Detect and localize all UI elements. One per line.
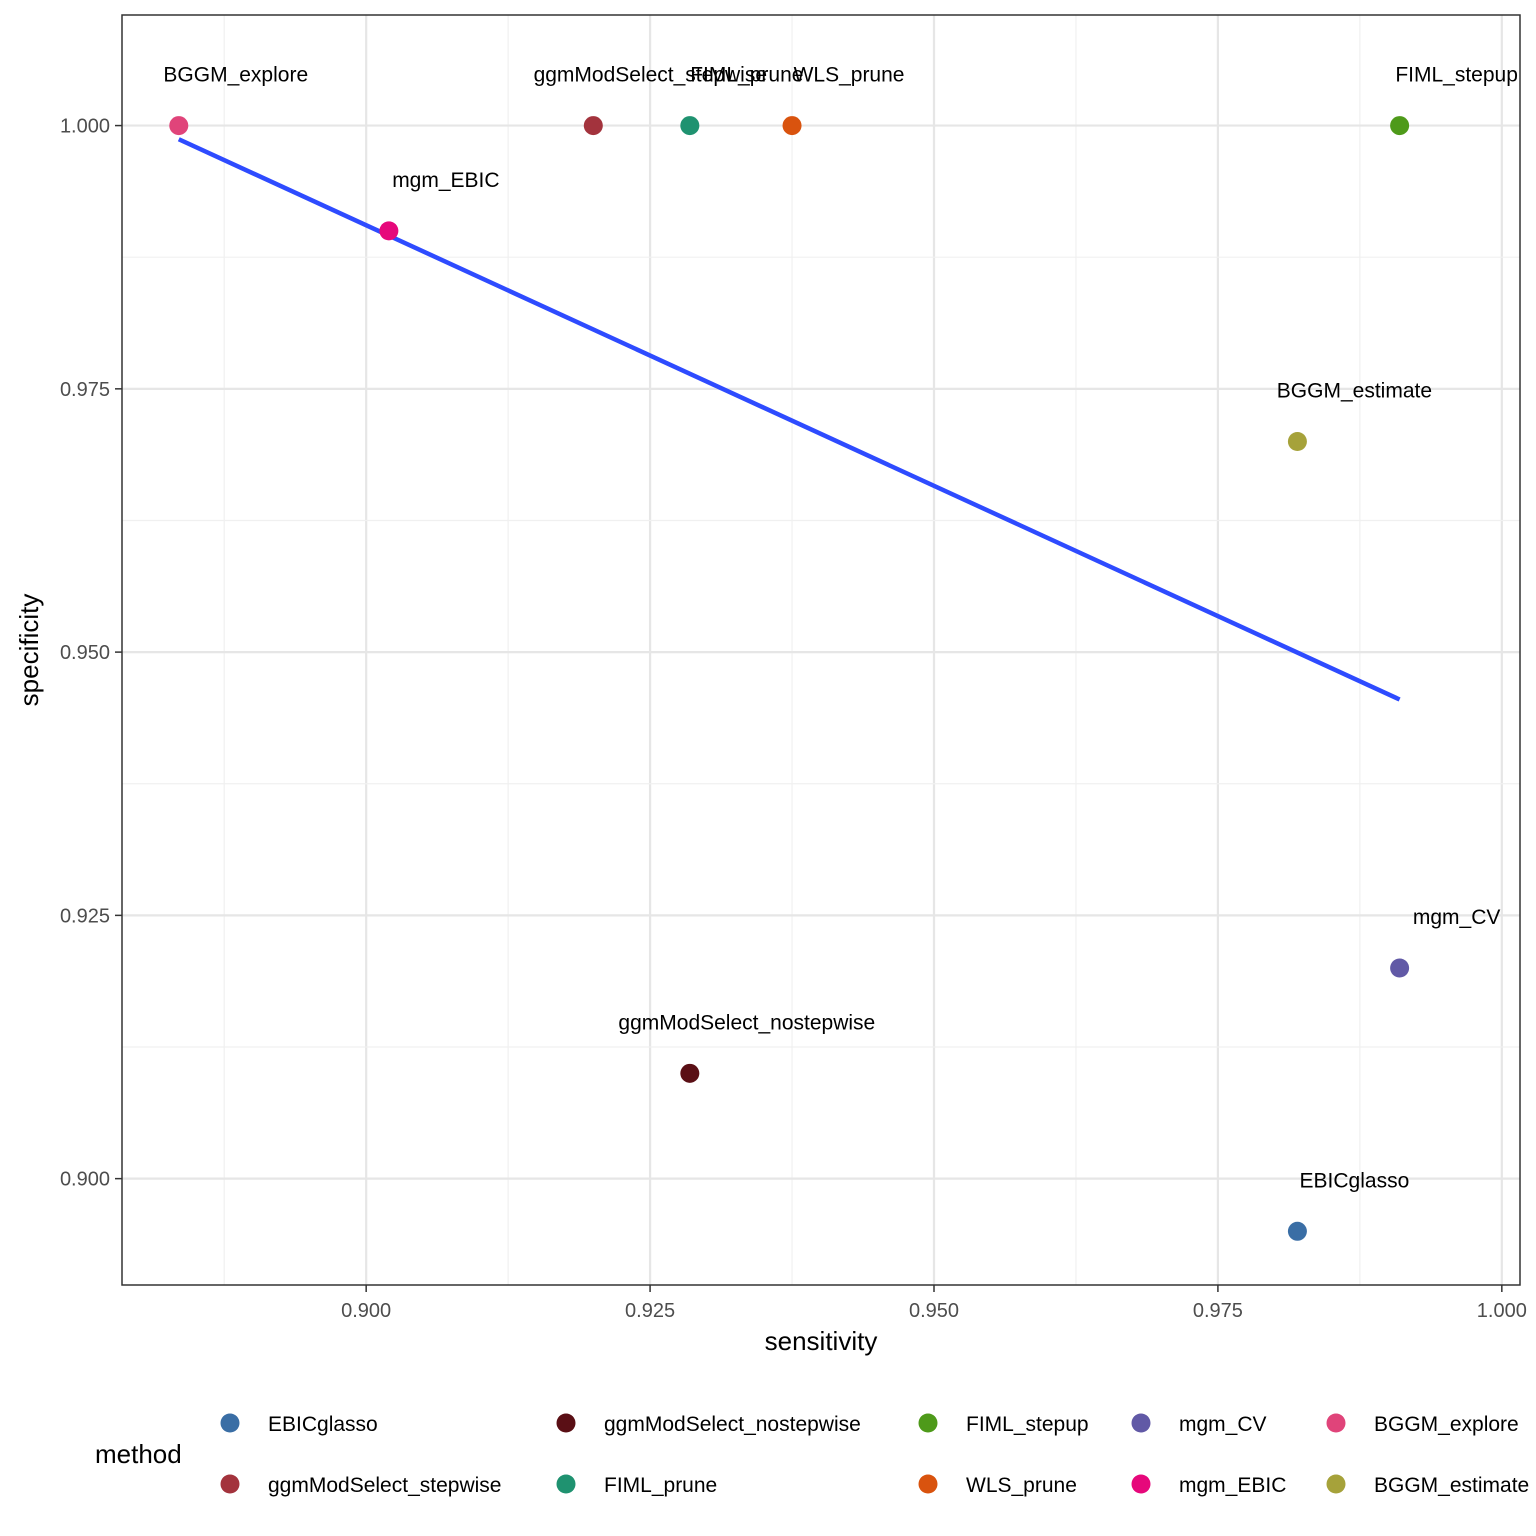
legend-label: FIML_stepup xyxy=(966,1413,1089,1436)
x-axis-title: sensitivity xyxy=(765,1326,878,1356)
legend-label: ggmModSelect_nostepwise xyxy=(604,1413,861,1436)
x-tick-label: 0.900 xyxy=(341,1300,391,1322)
points-layer xyxy=(169,116,1410,1241)
point-label: ggmModSelect_nostepwise xyxy=(618,1011,875,1034)
data-point-mgm-ebic xyxy=(379,221,399,241)
legend-key xyxy=(1326,1474,1346,1494)
legend-label: BGGM_estimate xyxy=(1374,1474,1529,1497)
legend-title: method xyxy=(95,1439,182,1469)
data-point-wls-prune xyxy=(782,116,802,136)
legend-key xyxy=(1326,1413,1346,1433)
data-point-fiml-stepup xyxy=(1390,116,1410,136)
legend-key xyxy=(220,1474,240,1494)
point-label: FIML_stepup xyxy=(1395,64,1518,87)
legend-key xyxy=(1131,1413,1151,1433)
legend-key xyxy=(220,1413,240,1433)
point-label: mgm_CV xyxy=(1413,906,1501,929)
legend-key xyxy=(918,1474,938,1494)
data-point-mgm-cv xyxy=(1390,958,1410,978)
y-tick-label: 1.000 xyxy=(60,116,110,138)
legend-label: WLS_prune xyxy=(966,1474,1077,1497)
x-tick-label: 0.975 xyxy=(1193,1300,1243,1322)
data-point-ggmmodselect-stepwise xyxy=(583,116,603,136)
legend-key xyxy=(556,1413,576,1433)
y-tick-label: 0.925 xyxy=(60,905,110,927)
point-label: ggmModSelect_stepwise xyxy=(534,64,767,87)
legend-key xyxy=(918,1413,938,1433)
data-point-ebicglasso xyxy=(1287,1221,1307,1241)
point-label: BGGM_explore xyxy=(163,64,308,87)
y-tick-label: 0.975 xyxy=(60,379,110,401)
y-axis-title: specificity xyxy=(14,594,44,707)
grid xyxy=(122,15,1520,1285)
plot-panel-border xyxy=(121,14,1521,1286)
legend-key xyxy=(1131,1474,1151,1494)
point-label: EBICglasso xyxy=(1300,1169,1410,1192)
data-point-bggm-explore xyxy=(169,116,189,136)
x-tick-label: 0.925 xyxy=(625,1300,675,1322)
x-tick-label: 1.000 xyxy=(1477,1300,1527,1322)
y-tick-label: 0.950 xyxy=(60,642,110,664)
legend-label: ggmModSelect_stepwise xyxy=(268,1474,501,1497)
legend: method EBICglasso ggmModSelect_nostepwise… xyxy=(95,1413,1529,1497)
legend-label: EBICglasso xyxy=(268,1413,378,1436)
legend-key xyxy=(556,1474,576,1494)
legend-label: mgm_CV xyxy=(1179,1413,1267,1436)
data-point-fiml-prune xyxy=(680,116,700,136)
legend-label: mgm_EBIC xyxy=(1179,1474,1286,1497)
data-point-bggm-estimate xyxy=(1287,431,1307,451)
point-labels-layer: EBICglasso ggmModSelect_nostepwise FIML_st… xyxy=(163,64,1517,1193)
axis-ticks: 0.900 0.925 0.950 0.975 1.000 0.900 0.925 0.950… xyxy=(60,116,1527,1322)
point-label: WLS_prune xyxy=(794,64,905,87)
point-label: mgm_EBIC xyxy=(392,169,499,192)
point-label: FIML_prune xyxy=(690,64,803,87)
legend-label: BGGM_explore xyxy=(1374,1413,1519,1436)
point-label: BGGM_estimate xyxy=(1277,379,1432,402)
x-tick-label: 0.950 xyxy=(909,1300,959,1322)
legend-label: FIML_prune xyxy=(604,1474,717,1497)
y-tick-label: 0.900 xyxy=(60,1169,110,1191)
data-point-ggmmodselect-nostepwise xyxy=(680,1063,700,1083)
